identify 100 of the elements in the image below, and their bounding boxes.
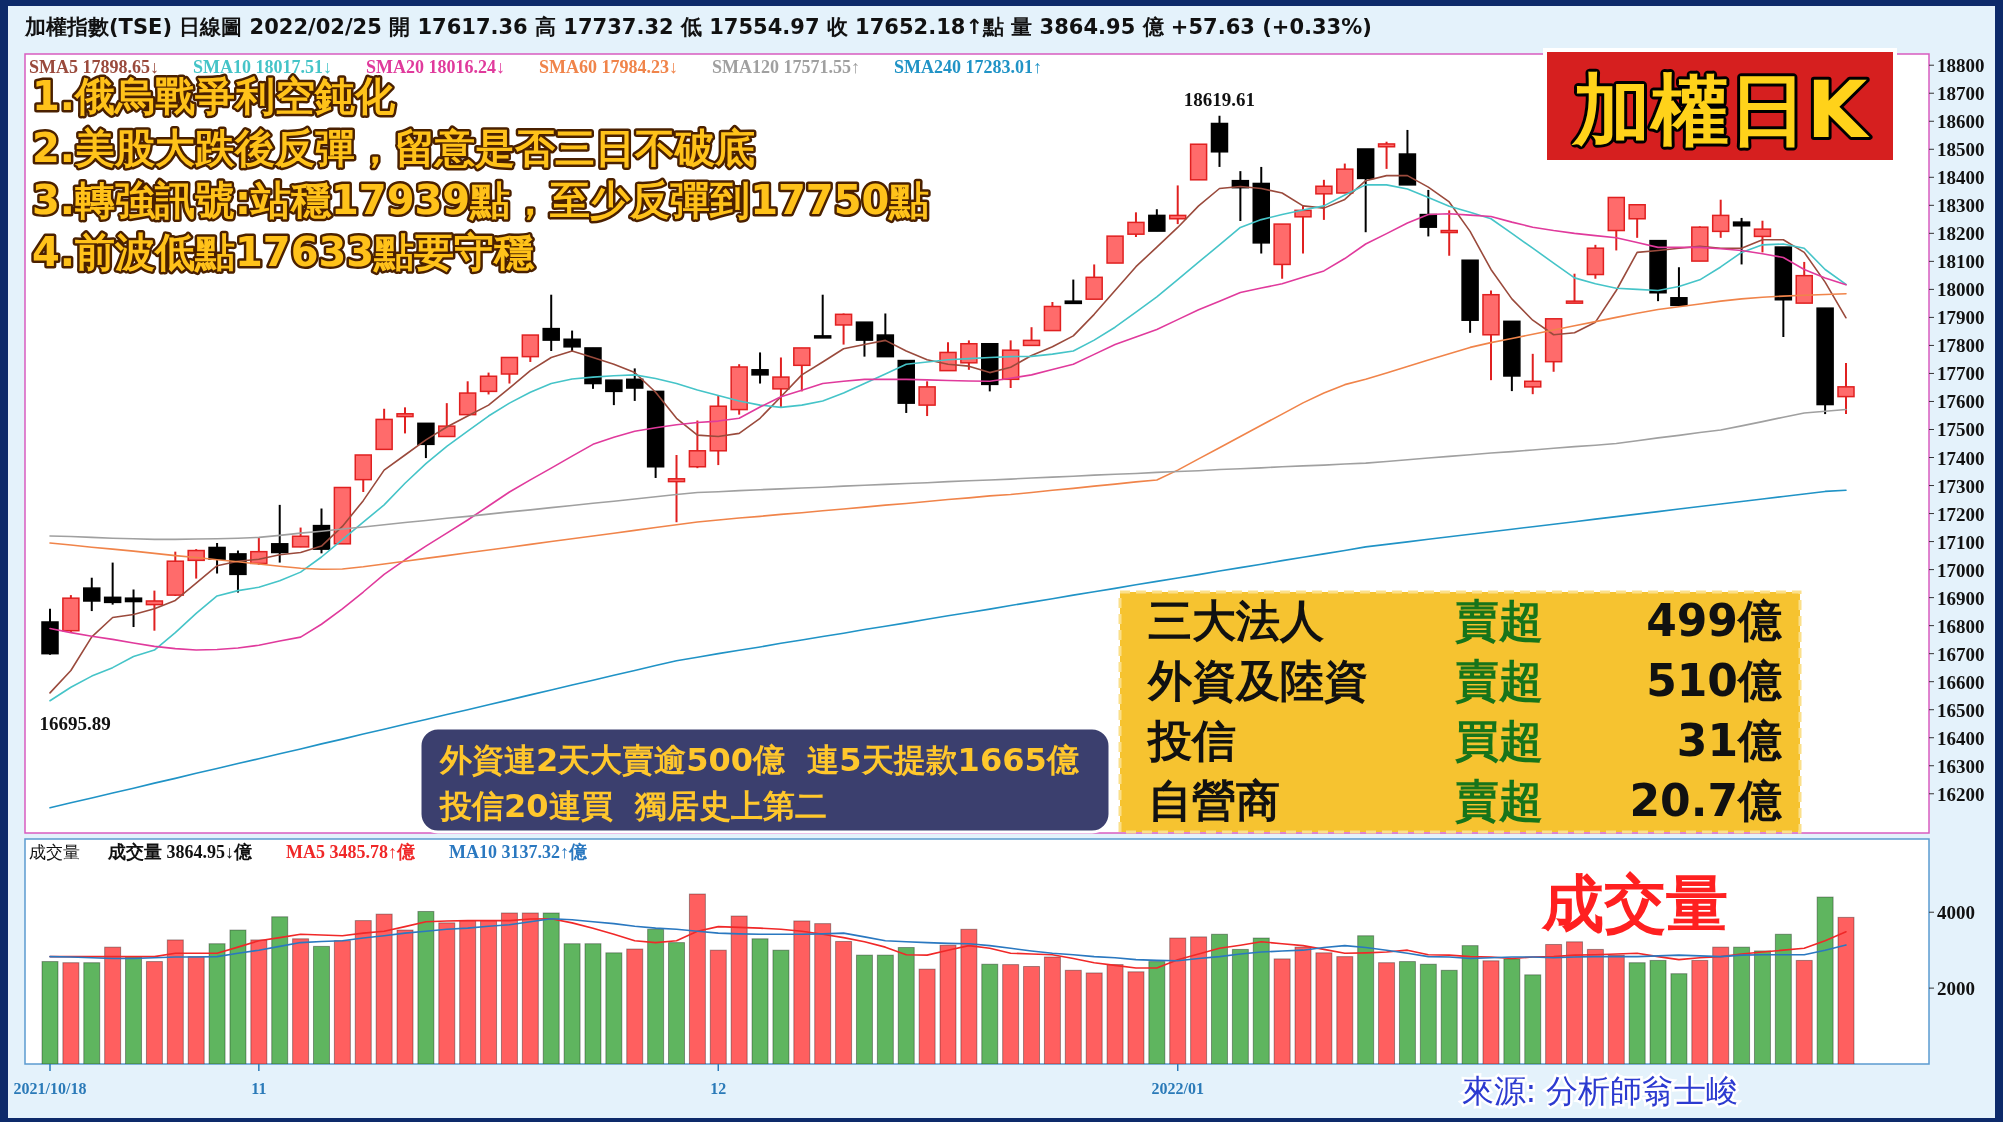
x-tick-label: 2021/10/18 — [13, 1080, 87, 1097]
bar — [1127, 971, 1145, 1064]
bar — [417, 910, 435, 1064]
y-tick-label: 16600 — [1937, 671, 1985, 693]
bar — [1210, 933, 1228, 1064]
bar — [688, 893, 706, 1064]
text: 外資及陸資 賣超 510億 — [1148, 655, 1782, 706]
bar — [1357, 935, 1375, 1064]
candlestick — [291, 526, 310, 549]
bar — [250, 939, 268, 1064]
y-tick-label: 18200 — [1937, 223, 1985, 245]
candlestick — [1523, 352, 1542, 396]
y-tick-label: 16200 — [1937, 783, 1985, 805]
y-tick-label: 17400 — [1937, 447, 1985, 469]
bar — [1482, 960, 1500, 1064]
annotation: 16695.89 — [39, 712, 111, 734]
y-tick-label: 16900 — [1937, 587, 1985, 609]
candlestick — [1294, 204, 1312, 255]
annotation: 3.轉強訊號:站穩17939點，至少反彈到17750點 — [32, 177, 930, 223]
y-tick-label: 17300 — [1937, 475, 1985, 497]
bar — [1419, 963, 1437, 1064]
y-tick-label: 18100 — [1937, 251, 1985, 273]
chart-title: 成交量 — [29, 842, 80, 862]
bar — [1252, 937, 1270, 1064]
bar — [960, 928, 978, 1064]
bar — [1294, 946, 1312, 1064]
bar — [1691, 959, 1709, 1064]
y-tick-label: 16500 — [1937, 699, 1985, 721]
candlestick — [1732, 216, 1751, 266]
candlestick — [918, 380, 936, 418]
candlestick — [625, 367, 644, 402]
bar — [730, 915, 748, 1064]
bar — [751, 938, 769, 1064]
bar — [1043, 956, 1061, 1064]
candlestick — [124, 588, 143, 629]
candlestick — [458, 380, 477, 416]
bar — [271, 916, 289, 1064]
bar — [1586, 948, 1604, 1064]
bar — [1190, 936, 1208, 1064]
candlestick — [1085, 263, 1103, 301]
bar — [584, 943, 602, 1064]
bar — [1336, 956, 1354, 1064]
bar — [500, 912, 518, 1064]
annotation: 2.美股大跌後反彈，留意是否三日不破底 — [32, 125, 756, 171]
bar — [145, 961, 163, 1064]
candlestick — [1336, 162, 1354, 194]
candlestick — [772, 356, 790, 409]
y-tick-label: 4000 — [1937, 902, 1975, 924]
bar — [354, 920, 372, 1064]
bar — [709, 949, 727, 1064]
text: MA5 3485.78↑億 — [286, 842, 416, 862]
bar — [312, 945, 330, 1064]
annotation: 18619.61 — [1183, 88, 1256, 110]
text: MA10 3137.32↑億 — [449, 842, 588, 862]
candlestick — [208, 541, 226, 575]
candlestick — [1315, 178, 1333, 221]
bar — [333, 940, 351, 1064]
bar — [1524, 974, 1542, 1064]
annotation: 4.前波低點17633點要守穩 — [32, 229, 536, 275]
bar — [772, 949, 790, 1064]
bar — [187, 956, 205, 1064]
bar — [396, 929, 414, 1064]
candlestick — [1377, 140, 1396, 170]
y-tick-label: 17700 — [1937, 363, 1985, 385]
bar — [793, 920, 811, 1064]
candlestick — [1168, 184, 1187, 226]
candlestick — [751, 351, 769, 385]
x-tick-label: 11 — [251, 1080, 267, 1097]
y-tick-label: 16400 — [1937, 727, 1985, 749]
bar — [1440, 969, 1458, 1064]
bar — [626, 948, 644, 1064]
candlestick — [605, 379, 623, 407]
bar — [1273, 958, 1291, 1064]
bar — [480, 920, 498, 1064]
candlestick — [1670, 266, 1688, 307]
candlestick — [145, 589, 164, 632]
bar — [375, 913, 393, 1064]
y-tick-label: 16800 — [1937, 615, 1985, 637]
candlestick — [438, 402, 456, 438]
candlestick — [1711, 198, 1730, 239]
y-tick-label: 17200 — [1937, 503, 1985, 525]
bar — [647, 928, 665, 1064]
bar — [104, 946, 122, 1064]
candlestick — [417, 422, 435, 460]
bar — [918, 968, 936, 1064]
bar — [1315, 952, 1333, 1064]
bar — [83, 962, 101, 1064]
candlestick — [960, 339, 978, 371]
y-tick-label: 17000 — [1937, 559, 1985, 581]
candlestick — [270, 503, 289, 564]
bar — [1837, 916, 1855, 1064]
y-tick-label: 2000 — [1937, 978, 1975, 1000]
bar — [1023, 965, 1041, 1064]
candlestick — [855, 321, 874, 358]
candlestick — [1127, 211, 1145, 238]
y-tick-label: 18800 — [1937, 55, 1985, 77]
bar — [1503, 958, 1521, 1064]
candlestick — [1440, 209, 1458, 257]
bar — [814, 923, 832, 1064]
bar — [1753, 950, 1771, 1064]
